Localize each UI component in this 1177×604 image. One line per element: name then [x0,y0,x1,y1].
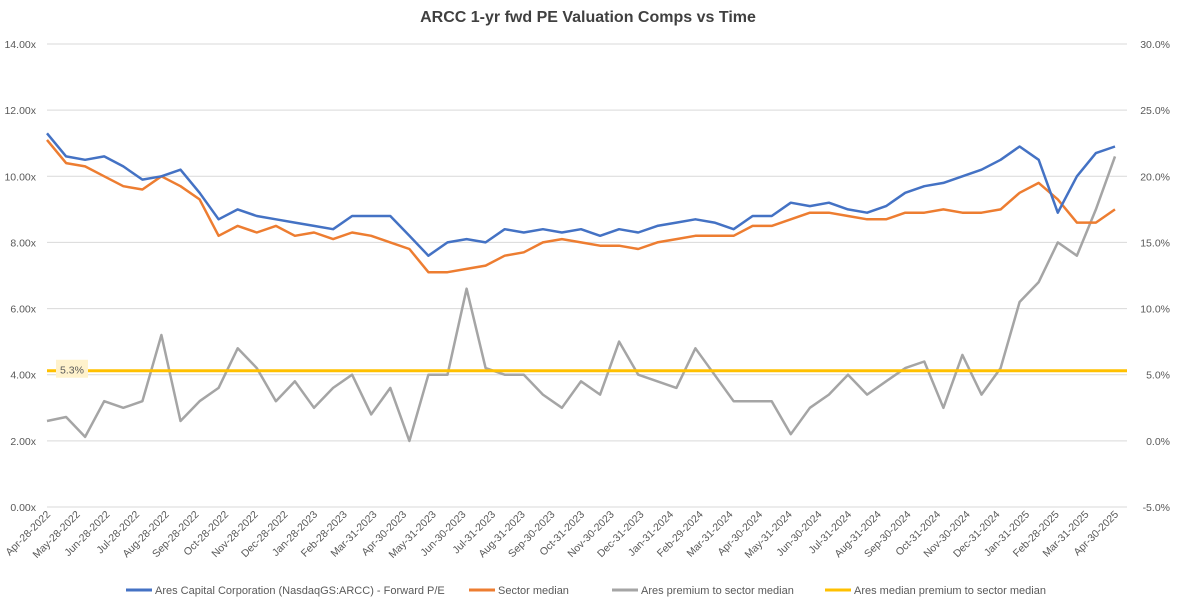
legend-label: Ares premium to sector median [641,585,794,597]
right-tick-label: 15.0% [1140,237,1170,249]
left-tick-label: 4.00x [10,370,36,382]
left-axis: 0.00x 2.00x 4.00x 6.00x 8.00x 10.00x 12.00x 14.… [4,39,36,514]
right-tick-label: 0.0% [1146,436,1170,448]
legend-label: Sector median [498,585,569,597]
series-line [46,132,1116,257]
right-tick-label: 30.0% [1140,39,1170,51]
left-tick-label: 0.00x [10,502,36,514]
legend-label: Ares median premium to sector median [854,585,1046,597]
right-tick-label: 10.0% [1140,304,1170,316]
x-axis: Apr-28-2022May-28-2022Jun-28-2022Jul-28-… [3,509,1121,561]
legend: Ares Capital Corporation (NasdaqGS:ARCC)… [126,585,1046,597]
gridlines [47,43,1127,508]
left-tick-label: 6.00x [10,304,36,316]
right-tick-label: 25.0% [1140,105,1170,117]
left-tick-label: 2.00x [10,436,36,448]
annotation-label: 5.3% [60,365,84,377]
left-tick-label: 14.00x [4,39,36,51]
right-tick-label: -5.0% [1143,502,1170,514]
annotation-layer: 5.3% [56,359,88,378]
series-line [46,155,1117,443]
right-axis: -5.0% 0.0% 5.0% 10.0% 15.0% 20.0% 25.0% 30.0% [1140,39,1170,514]
series-line [46,139,1116,274]
legend-label: Ares Capital Corporation (NasdaqGS:ARCC)… [155,585,445,597]
left-tick-label: 12.00x [4,105,36,117]
annotation-box [56,359,88,378]
series-layer [46,132,1127,443]
left-tick-label: 8.00x [10,237,36,249]
left-tick-label: 10.00x [4,171,36,183]
chart-title: ARCC 1-yr fwd PE Valuation Comps vs Time [420,9,756,26]
right-tick-label: 20.0% [1140,171,1170,183]
right-tick-label: 5.0% [1146,370,1170,382]
